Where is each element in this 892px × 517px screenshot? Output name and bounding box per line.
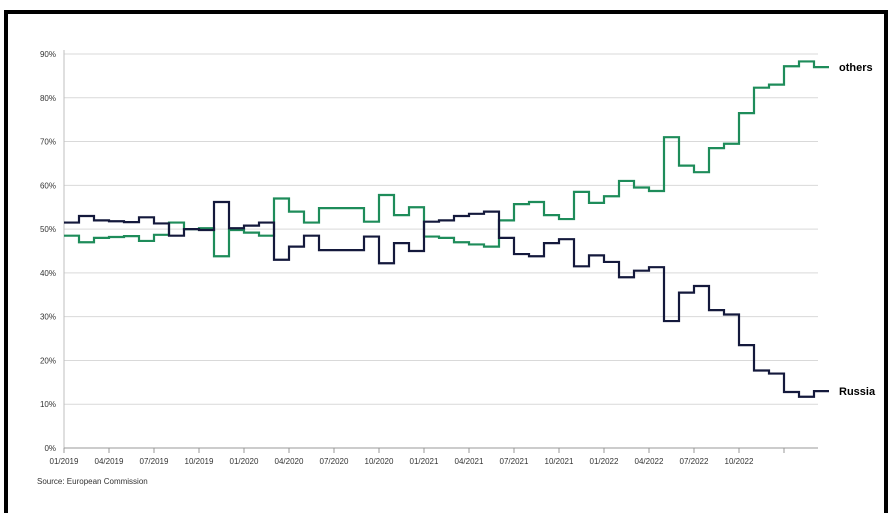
- x-tick-label: 01/2022: [590, 457, 619, 466]
- series-line-others: [64, 60, 829, 258]
- x-tick-label: 04/2020: [275, 457, 304, 466]
- y-tick-label: 80%: [40, 94, 56, 103]
- y-tick-label: 30%: [40, 313, 56, 322]
- x-tick-label: 07/2021: [500, 457, 529, 466]
- x-tick-label: 07/2019: [140, 457, 169, 466]
- x-tick-label: 10/2022: [725, 457, 754, 466]
- x-tick-label: 01/2019: [50, 457, 79, 466]
- x-tick-label: 10/2019: [185, 457, 214, 466]
- x-tick-label: 04/2022: [635, 457, 664, 466]
- y-tick-label: 70%: [40, 138, 56, 147]
- chart-frame: [4, 10, 888, 513]
- y-tick-label: 90%: [40, 50, 56, 59]
- x-tick-label: 04/2019: [95, 457, 124, 466]
- x-tick-label: 01/2021: [410, 457, 439, 466]
- y-tick-label: 20%: [40, 356, 56, 365]
- x-tick-label: 04/2021: [455, 457, 484, 466]
- y-tick-label: 40%: [40, 269, 56, 278]
- y-tick-label: 60%: [40, 181, 56, 190]
- x-tick-label: 10/2021: [545, 457, 574, 466]
- y-tick-label: 0%: [44, 444, 56, 453]
- x-tick-label: 01/2020: [230, 457, 259, 466]
- series-label-russia: Russia: [839, 386, 876, 398]
- x-tick-label: 07/2022: [680, 457, 709, 466]
- y-tick-label: 50%: [40, 225, 56, 234]
- x-tick-label: 07/2020: [320, 457, 349, 466]
- series-label-others: others: [839, 62, 873, 74]
- source-note: Source: European Commission: [37, 477, 148, 486]
- y-tick-label: 10%: [40, 400, 56, 409]
- x-tick-label: 10/2020: [365, 457, 394, 466]
- series-line-russia: [64, 200, 829, 398]
